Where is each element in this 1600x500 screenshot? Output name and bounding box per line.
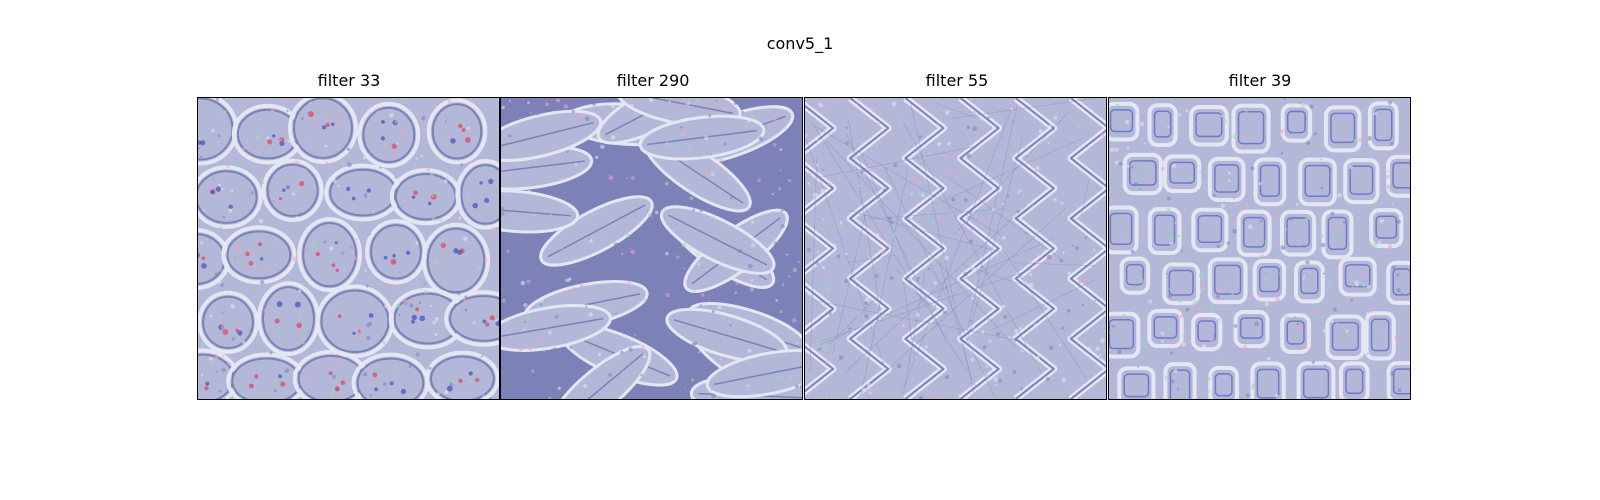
filter-image-cells: [198, 98, 499, 399]
filter-visualization-2: [500, 97, 803, 400]
filter-visualization-3: [804, 97, 1107, 400]
filter-visualization-4: [1108, 97, 1411, 400]
panel-title-4: filter 39: [1228, 71, 1292, 90]
filter-visualization-1: [197, 97, 500, 400]
filter-image-leaves: [501, 98, 802, 399]
panel-title-3: filter 55: [925, 71, 989, 90]
filter-image-zigzag: [805, 98, 1106, 399]
panel-title-2: filter 290: [616, 71, 690, 90]
panel-title-1: filter 33: [317, 71, 381, 90]
figure-title: conv5_1: [766, 34, 834, 53]
filter-image-blocks: [1109, 98, 1410, 399]
